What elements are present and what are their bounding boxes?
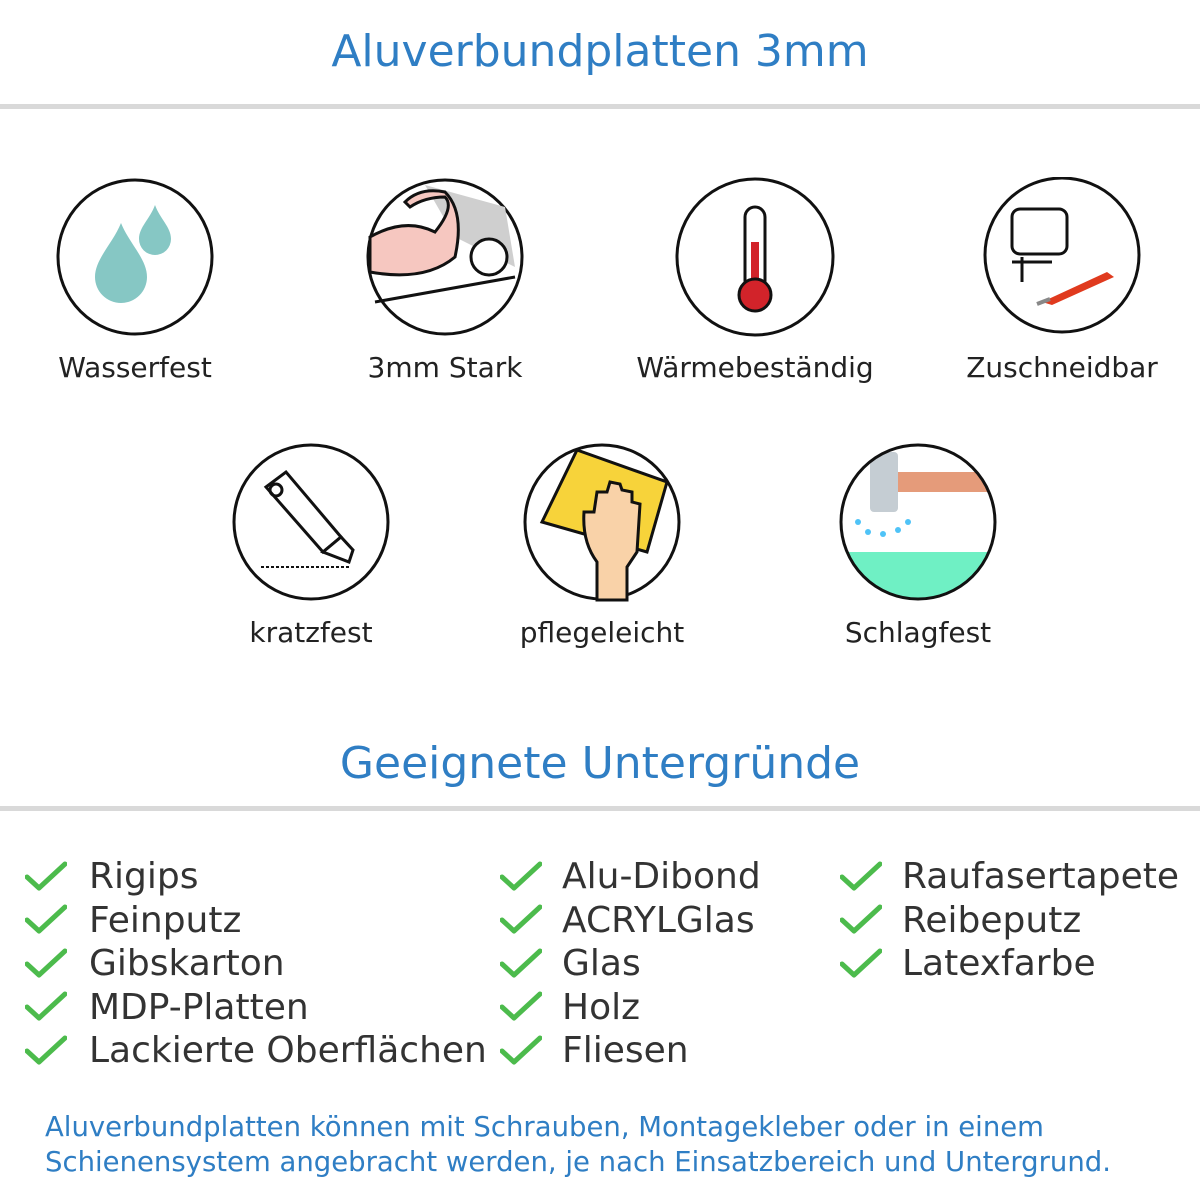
checkmark-icon (25, 861, 67, 891)
feature-label: 3mm Stark (367, 351, 523, 384)
checkmark-icon (25, 991, 67, 1021)
page-title: Aluverbundplatten 3mm (331, 26, 869, 77)
feature-label: Wasserfest (58, 351, 212, 384)
feature-wasserfest: Wasserfest (0, 177, 285, 384)
checkmark-icon (25, 1035, 67, 1065)
substrate-item: Raufasertapete (840, 855, 1179, 899)
checkmark-icon (840, 904, 882, 934)
substrate-label: Holz (562, 986, 640, 1028)
hammer-impact-icon (839, 443, 997, 601)
checkmark-icon (500, 861, 542, 891)
footer-line-1: Aluverbundplatten können mit Schrauben, … (45, 1111, 1044, 1143)
substrate-label: MDP-Platten (89, 986, 309, 1028)
substrate-label: Lackierte Oberflächen (89, 1030, 487, 1072)
substrate-item: Gibskarton (25, 942, 487, 986)
feature-label: Wärmebeständig (636, 351, 874, 384)
feature-schlagfest: Schlagfest (768, 442, 1068, 649)
substrate-item: MDP-Platten (25, 986, 487, 1030)
thermometer-icon (675, 177, 835, 337)
substrate-label: Gibskarton (89, 943, 285, 985)
substrate-item: ACRYLGlas (500, 899, 761, 943)
substrate-item: Holz (500, 986, 761, 1030)
substrate-item: Latexfarbe (840, 942, 1179, 986)
substrate-item: Alu-Dibond (500, 855, 761, 899)
checkmark-icon (500, 948, 542, 978)
substrate-item: Fliesen (500, 1029, 761, 1073)
substrate-label: Feinputz (89, 899, 242, 941)
checkmark-icon (25, 904, 67, 934)
substrate-label: ACRYLGlas (562, 899, 755, 941)
feature-label: pflegeleicht (519, 616, 685, 649)
checkmark-icon (840, 861, 882, 891)
substrates-title: Geeignete Untergründe (339, 738, 861, 789)
hand-sponge-icon (523, 443, 681, 602)
feature-3mm-stark: 3mm Stark (295, 177, 595, 384)
feature-label: Zuschneidbar (966, 351, 1158, 384)
substrate-label: Rigips (89, 856, 199, 898)
footer-note: Aluverbundplatten können mit Schrauben, … (45, 1110, 1111, 1180)
checkmark-icon (25, 948, 67, 978)
feature-zuschneidbar: Zuschneidbar (912, 177, 1200, 384)
substrate-item: Reibeputz (840, 899, 1179, 943)
substrates-column-3: Raufasertapete Reibeputz Latexfarbe (840, 855, 1179, 986)
feature-waermebestaendig: Wärmebeständig (605, 177, 905, 384)
substrate-label: Latexfarbe (902, 943, 1096, 985)
substrates-column-1: Rigips Feinputz Gibskarton MDP-Platten Lacki… (25, 855, 487, 1073)
strong-arm-icon (366, 178, 524, 336)
box-cutter-icon (232, 443, 390, 601)
substrate-item: Feinputz (25, 899, 487, 943)
substrate-item: Rigips (25, 855, 487, 899)
footer-line-2: Schienensystem angebracht werden, je nac… (45, 1146, 1111, 1178)
substrate-label: Glas (562, 943, 641, 985)
feature-pflegeleicht: pflegeleicht (452, 442, 752, 649)
feature-label: kratzfest (249, 616, 373, 649)
feature-kratzfest: kratzfest (161, 442, 461, 649)
checkmark-icon (500, 904, 542, 934)
checkmark-icon (500, 991, 542, 1021)
substrate-item: Glas (500, 942, 761, 986)
substrate-label: Reibeputz (902, 899, 1082, 941)
substrate-label: Fliesen (562, 1030, 689, 1072)
substrate-item: Lackierte Oberflächen (25, 1029, 487, 1073)
checkmark-icon (840, 948, 882, 978)
divider (0, 104, 1200, 109)
divider (0, 806, 1200, 811)
checkmark-icon (500, 1035, 542, 1065)
substrate-label: Raufasertapete (902, 856, 1179, 898)
water-drops-icon (56, 178, 214, 336)
substrate-label: Alu-Dibond (562, 856, 761, 898)
feature-label: Schlagfest (844, 616, 992, 649)
jigsaw-cutter-icon (983, 177, 1141, 334)
substrates-column-2: Alu-Dibond ACRYLGlas Glas Holz Fliesen (500, 855, 761, 1073)
